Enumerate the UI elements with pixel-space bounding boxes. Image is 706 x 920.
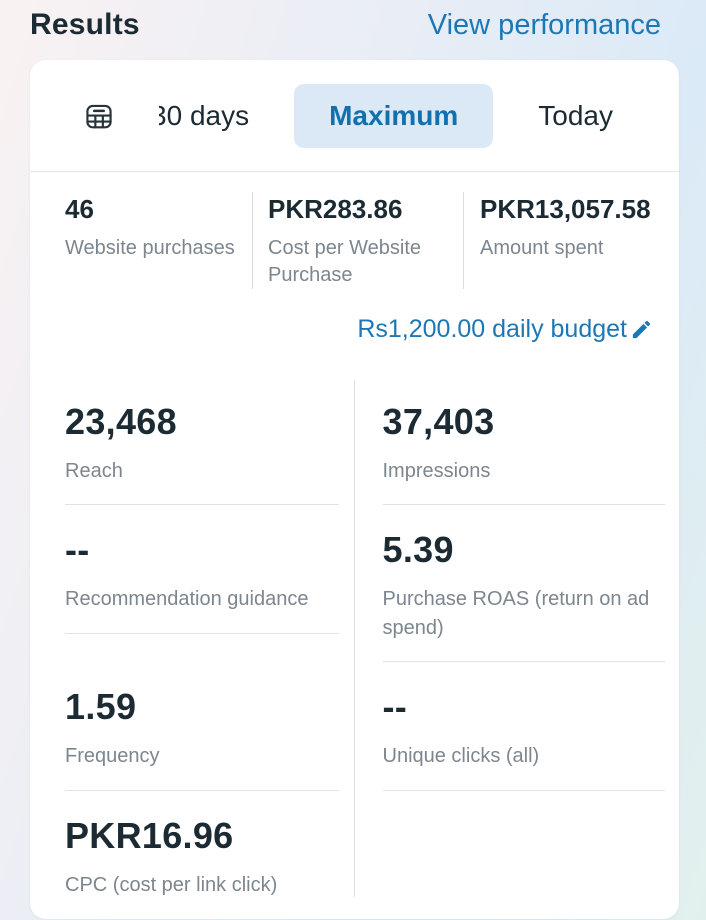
metric-value: PKR16.96 [65, 814, 234, 856]
divider [65, 632, 339, 634]
daily-budget-label: Rs1,200.00 daily budget [357, 315, 627, 343]
divider [65, 504, 339, 506]
results-header: Results View performance [0, 0, 706, 60]
metric-value: 37,403 [382, 401, 495, 442]
metric-value: 1.59 [65, 686, 137, 728]
metric-label: Frequency [65, 745, 160, 768]
metric-label: Reach [65, 460, 123, 482]
metric-impressions: 37,403 Impressions [355, 377, 680, 506]
divider [382, 504, 665, 506]
metric-label: Impressions [382, 460, 491, 482]
divider [382, 661, 665, 663]
stat-value: 46 [65, 194, 94, 224]
summary-stat-website-purchases: 46 Website purchases [30, 192, 252, 289]
metric-value: 5.39 [382, 529, 454, 571]
tab-30-days-label: 30 days [159, 99, 250, 131]
summary-stat-cost-per-purchase: PKR283.86 Cost per Website Purchase [252, 192, 463, 289]
metric-unique-clicks: -- Unique clicks (all) [355, 662, 680, 791]
pencil-edit-icon [632, 320, 651, 339]
divider [382, 789, 665, 791]
summary-stat-amount-spent: PKR13,057.58 Amount spent [463, 192, 679, 289]
tab-30-days[interactable]: 30 days [159, 100, 249, 132]
metric-frequency: 1.59 Frequency [30, 662, 355, 791]
summary-stats-row: 46 Website purchases PKR283.86 Cost per … [30, 172, 679, 303]
metric-empty-cell [355, 791, 680, 919]
view-performance-link[interactable]: View performance [427, 8, 661, 41]
tab-today[interactable]: Today [538, 99, 613, 131]
divider [65, 789, 339, 791]
stat-value: PKR13,057.58 [480, 194, 651, 224]
tab-maximum[interactable]: Maximum [294, 83, 494, 148]
metric-value: 23,468 [65, 401, 177, 442]
metric-value: -- [382, 686, 408, 728]
page-title: Results [30, 8, 140, 41]
stat-label: Website purchases [65, 237, 235, 259]
metric-recommendation-guidance: -- Recommendation guidance [30, 505, 355, 662]
metric-label: Unique clicks (all) [382, 745, 540, 768]
daily-budget-edit[interactable]: Rs1,200.00 daily budget [30, 303, 679, 344]
stat-label: Cost per Website Purchase [268, 237, 422, 286]
metric-label: Recommendation guidance [65, 588, 309, 611]
metric-label: CPC (cost per link click) [65, 873, 278, 896]
metric-purchase-roas: 5.39 Purchase ROAS (return on ad spend) [355, 505, 680, 663]
metric-reach: 23,468 Reach [30, 377, 355, 506]
stat-value: PKR283.86 [268, 194, 403, 224]
metric-value: -- [65, 529, 90, 571]
calendar-icon[interactable] [84, 101, 114, 131]
metric-label: Purchase ROAS (return on ad spend) [382, 588, 650, 639]
metric-cpc: PKR16.96 CPC (cost per link click) [30, 791, 355, 919]
metrics-grid: 23,468 Reach 37,403 Impressions -- Recom… [30, 377, 679, 919]
date-range-tab-bar: 30 days Maximum Today [30, 60, 679, 172]
stat-label: Amount spent [480, 237, 604, 259]
results-card: 30 days Maximum Today 46 Website purchas… [30, 60, 679, 919]
